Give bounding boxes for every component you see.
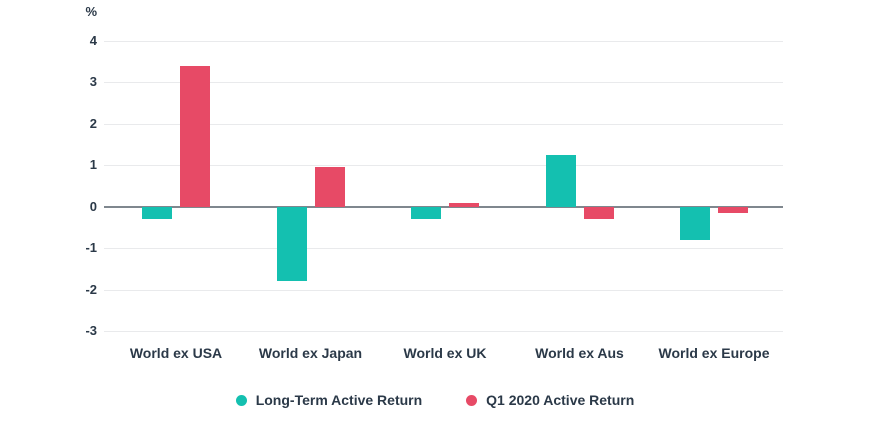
bar-long-term-active-return-world-ex-aus: [545, 154, 576, 207]
bar-q1-2020-active-return-world-ex-uk: [449, 202, 479, 207]
chart-legend: Long-Term Active Return Q1 2020 Active Re…: [0, 392, 870, 408]
bar-q1-2020-active-return-world-ex-aus: [583, 206, 614, 220]
x-axis-label-world-ex-japan: World ex Japan: [258, 345, 363, 361]
y-tick-label-3: 3: [89, 74, 97, 90]
bar-q1-2020-active-return-world-ex-japan: [314, 167, 345, 207]
gridline: [104, 165, 783, 167]
gridline: [104, 41, 783, 42]
y-tick-label-minus-3: -3: [85, 323, 97, 338]
legend-dot-long-term-active-return: [235, 394, 247, 406]
bar-q1-2020-active-return-world-ex-usa: [180, 65, 210, 207]
gridline: [104, 82, 783, 84]
bar-long-term-active-return-world-ex-usa: [142, 206, 172, 220]
x-axis-label-world-ex-usa: World ex USA: [129, 345, 223, 361]
y-tick-label-4: 4: [89, 33, 97, 48]
x-axis-label-world-ex-europe: World ex Europe: [658, 345, 770, 361]
legend-item-long-term-active-return: Long-Term Active Return: [235, 392, 423, 408]
bar-long-term-active-return-world-ex-japan: [276, 206, 307, 282]
y-tick-label-2: 2: [89, 115, 97, 131]
zero-gridline: [104, 205, 783, 208]
y-tick-label-0: 0: [89, 198, 97, 214]
gridline: [104, 248, 783, 250]
legend-label: Q1 2020 Active Return: [486, 392, 635, 408]
legend-label: Long-Term Active Return: [255, 392, 423, 408]
gridline: [104, 331, 783, 332]
legend-dot-q1-2020-active-return: [466, 394, 478, 406]
x-axis-label-world-ex-uk: World ex UK: [403, 345, 487, 361]
legend-item-q1-2020-active-return: Q1 2020 Active Return: [466, 392, 634, 408]
gridline: [104, 289, 783, 291]
y-axis-unit-label: %: [85, 4, 97, 19]
gridline: [104, 123, 783, 125]
x-axis-label-world-ex-aus: World ex Aus: [535, 345, 624, 361]
y-tick-label-minus-1: -1: [85, 240, 97, 256]
bar-long-term-active-return-world-ex-uk: [411, 206, 441, 220]
y-tick-label-minus-2: -2: [85, 281, 97, 297]
bar-long-term-active-return-world-ex-europe: [680, 206, 710, 240]
bar-q1-2020-active-return-world-ex-europe: [718, 206, 748, 213]
y-tick-label-1: 1: [89, 157, 97, 173]
